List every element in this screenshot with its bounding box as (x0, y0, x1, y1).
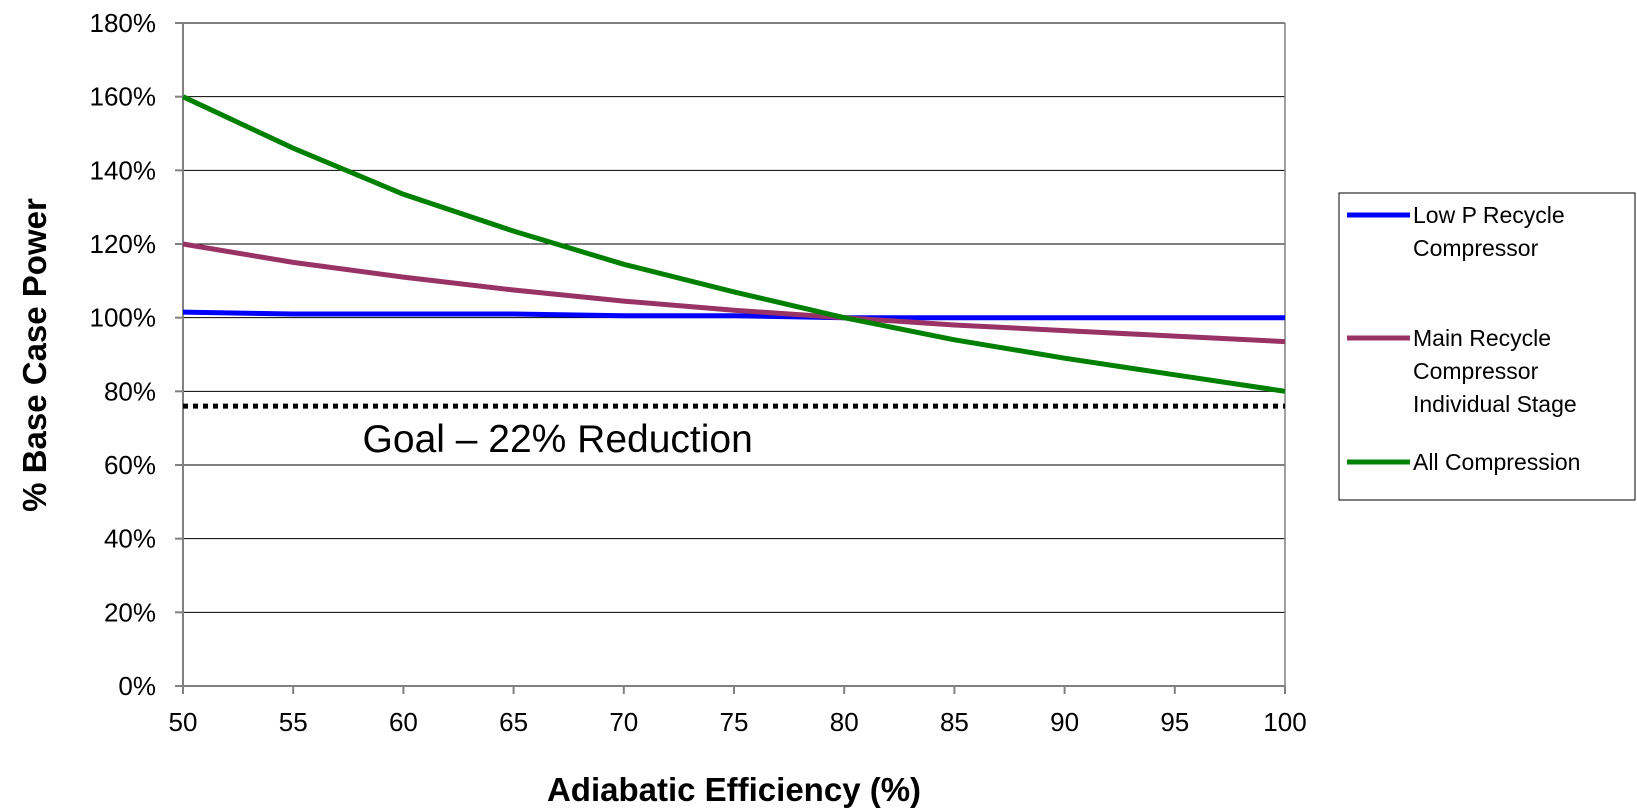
legend-box (1338, 192, 1636, 501)
legend-label: Low P Recycle (1413, 202, 1565, 228)
goal-reference: Goal – 22% Reduction (183, 403, 1285, 461)
y-tick-label: 20% (104, 597, 156, 627)
legend-label: Main Recycle (1413, 325, 1551, 351)
legend-label: Individual Stage (1413, 391, 1577, 417)
legend: Low P Recycle Compressor Main Recycle Compr… (1338, 192, 1636, 501)
x-tick-label: 85 (940, 707, 969, 737)
series-line-all-compression (181, 94, 1286, 394)
x-tick-label: 55 (279, 707, 308, 737)
y-tick-label: 80% (104, 376, 156, 406)
x-tick-label: 80 (830, 707, 859, 737)
x-tick-label: 75 (720, 707, 749, 737)
y-tick-label: 120% (90, 229, 157, 259)
x-tick-label: 95 (1160, 707, 1189, 737)
y-tick-label: 140% (90, 155, 157, 185)
series-lines (181, 94, 1286, 394)
legend-label: Compressor (1413, 235, 1539, 261)
x-ticks: 50 55 60 65 70 75 80 85 90 95 100 (169, 686, 1307, 737)
legend-label: Compressor (1413, 358, 1539, 384)
y-tick-label: 0% (118, 671, 156, 701)
y-tick-label: 100% (90, 303, 157, 333)
y-tick-label: 60% (104, 450, 156, 480)
x-axis-title: Adiabatic Efficiency (%) (547, 771, 921, 808)
axes (182, 23, 1286, 687)
x-tick-label: 90 (1050, 707, 1079, 737)
x-tick-label: 70 (609, 707, 638, 737)
y-tick-label: 180% (90, 8, 157, 38)
y-tick-label: 160% (90, 82, 157, 112)
x-tick-label: 65 (499, 707, 528, 737)
legend-label: All Compression (1413, 449, 1580, 475)
series-line-low-p-recycle-compressor (182, 309, 1285, 321)
goal-label: Goal – 22% Reduction (363, 418, 753, 461)
y-ticks: 0% 20% 40% 60% 80% 100% 120% 140% 160% 180% (90, 8, 183, 701)
x-tick-label: 50 (169, 707, 198, 737)
x-tick-label: 100 (1263, 707, 1306, 737)
y-tick-label: 40% (104, 524, 156, 554)
x-tick-label: 60 (389, 707, 418, 737)
series-line-main-recycle-compressor-individual-stage (182, 241, 1286, 345)
y-axis-title: % Base Case Power (16, 198, 53, 512)
